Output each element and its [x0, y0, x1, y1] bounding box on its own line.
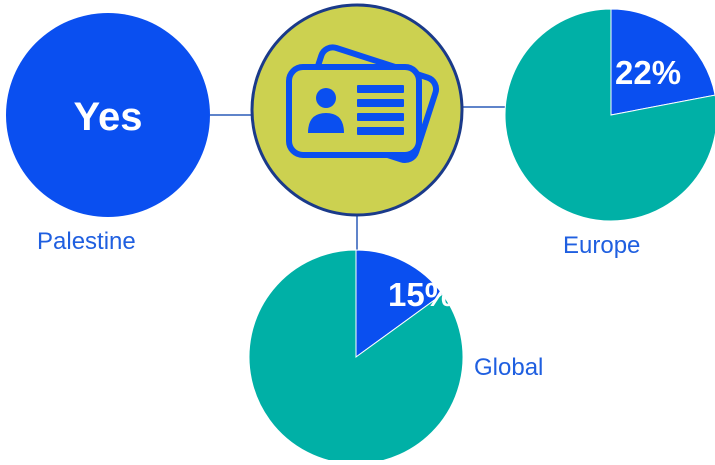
global-pie-slice-0: [355, 249, 444, 358]
global-label: Global: [474, 354, 544, 381]
europe-label: Europe: [563, 232, 641, 259]
europe-pie-value-label: 22%: [615, 54, 681, 91]
palestine-indicator-value: Yes: [74, 95, 143, 139]
europe-pie-slice-0: [610, 8, 715, 116]
palestine-label: Palestine: [37, 228, 136, 255]
center-badge: [250, 3, 464, 217]
global-pie-chart: 15%: [248, 249, 464, 465]
europe-pie-slice-1: [504, 8, 715, 222]
id-card-icon: [286, 44, 440, 164]
global-pie-value-label: 15%: [388, 276, 454, 313]
global-pie-slice-1: [248, 249, 464, 465]
europe-pie-chart: 22%: [504, 8, 715, 222]
palestine-indicator-circle: [6, 13, 210, 217]
